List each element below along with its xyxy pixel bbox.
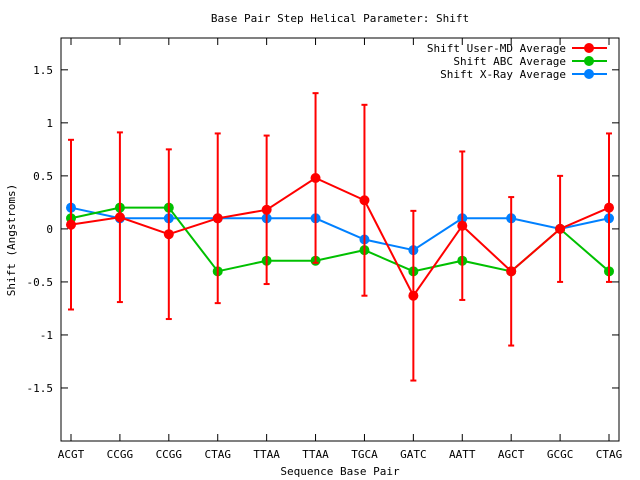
series-line — [70, 206, 610, 252]
y-tick-label: -1.5 — [27, 382, 54, 395]
series-line — [70, 176, 610, 298]
x-tick-label: CCGG — [156, 448, 183, 461]
data-point — [408, 290, 419, 301]
legend-label: Shift User-MD Average — [427, 42, 566, 55]
legend-label: Shift ABC Average — [453, 55, 566, 68]
data-point — [261, 204, 272, 215]
x-tick-label: AATT — [449, 448, 476, 461]
data-point — [163, 229, 174, 240]
data-point — [555, 223, 566, 234]
y-tick-label: 1 — [46, 117, 53, 130]
y-axis-label: Shift (Angstroms) — [5, 184, 18, 297]
legend-label: Shift X-Ray Average — [440, 68, 566, 81]
x-tick-label: ACGT — [58, 448, 85, 461]
y-tick-label: 0.5 — [33, 170, 53, 183]
chart-title: Base Pair Step Helical Parameter: Shift — [211, 12, 469, 25]
series-line — [70, 206, 610, 273]
y-tick-label: 1.5 — [33, 64, 53, 77]
legend-swatch-marker — [584, 69, 594, 79]
data-point — [114, 212, 125, 223]
data-point — [359, 195, 370, 206]
x-tick-label: TTAA — [302, 448, 329, 461]
data-point — [604, 202, 614, 213]
y-tick-label: -1 — [40, 329, 53, 342]
data-point — [212, 213, 223, 224]
x-tick-label: CTAG — [596, 448, 623, 461]
data-point — [457, 220, 468, 231]
data-point — [310, 172, 321, 183]
x-tick-label: TTAA — [253, 448, 280, 461]
y-tick-label: -0.5 — [27, 276, 54, 289]
x-tick-label: CTAG — [204, 448, 231, 461]
x-tick-label: CCGG — [107, 448, 134, 461]
x-axis-label: Sequence Base Pair — [280, 465, 400, 478]
legend-swatch-marker — [584, 56, 594, 66]
x-tick-label: AGCT — [498, 448, 525, 461]
legend-swatch-marker — [584, 43, 594, 53]
plot-frame — [60, 37, 620, 442]
y-tick-label: 0 — [46, 223, 53, 236]
data-point — [506, 266, 517, 277]
data-point — [66, 219, 76, 230]
x-tick-label: TGCA — [351, 448, 378, 461]
x-tick-label: GCGC — [547, 448, 574, 461]
x-tick-label: GATC — [400, 448, 427, 461]
